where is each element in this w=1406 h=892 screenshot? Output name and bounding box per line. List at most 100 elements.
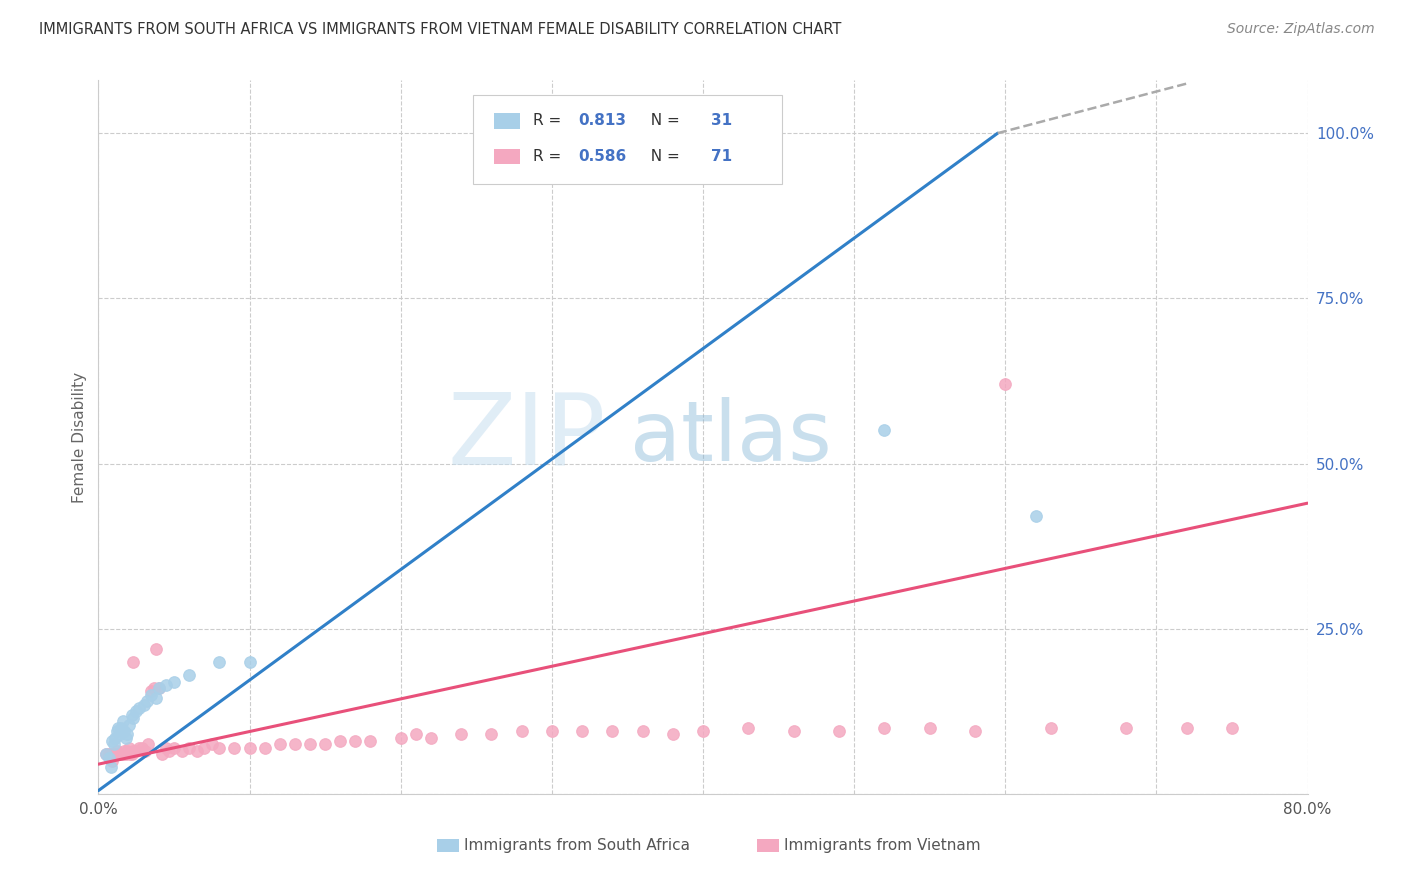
Point [389,731,412,745]
Point [873,424,896,438]
Point [208,655,231,669]
Point [481,727,503,741]
Point [873,721,896,735]
Point [125,704,148,718]
Point [239,655,262,669]
Point [122,655,145,669]
Point [420,731,443,745]
Point [105,724,128,739]
Point [145,691,167,706]
Point [150,747,173,762]
Point [121,747,143,762]
Point [571,724,593,739]
Point [121,707,143,722]
Text: IMMIGRANTS FROM SOUTH AFRICA VS IMMIGRANTS FROM VIETNAM FEMALE DISABILITY CORREL: IMMIGRANTS FROM SOUTH AFRICA VS IMMIGRAN… [39,22,842,37]
FancyBboxPatch shape [494,113,520,128]
Point [828,724,851,739]
Text: Immigrants from South Africa: Immigrants from South Africa [464,838,689,853]
Point [1220,721,1243,735]
Text: N =: N = [641,149,685,164]
FancyBboxPatch shape [474,95,782,184]
Point [208,740,231,755]
Point [145,641,167,656]
Text: Source: ZipAtlas.com: Source: ZipAtlas.com [1227,22,1375,37]
Point [1039,721,1062,735]
Point [114,731,136,745]
Text: Immigrants from Vietnam: Immigrants from Vietnam [785,838,980,853]
Point [107,721,129,735]
Point [201,737,224,751]
Point [111,714,134,729]
Point [965,724,987,739]
Point [148,681,170,695]
Point [98,747,121,762]
Point [284,737,307,751]
Point [125,744,148,758]
Point [131,740,153,755]
Point [1024,509,1046,524]
Point [314,737,336,751]
Point [115,727,138,741]
Point [135,694,157,708]
Text: ZIP: ZIP [449,389,606,485]
Point [170,744,193,758]
Point [120,747,142,762]
Point [105,744,128,758]
Point [269,737,291,751]
Point [148,681,170,695]
Point [179,668,201,682]
Point [193,740,215,755]
Text: N =: N = [641,113,685,128]
Point [101,734,124,748]
FancyBboxPatch shape [437,838,458,852]
Point [122,711,145,725]
Point [136,737,159,751]
Point [107,747,129,762]
Point [360,734,382,748]
Point [128,740,150,755]
Point [110,721,132,735]
Point [155,678,177,692]
Text: atlas: atlas [630,397,832,477]
Point [115,744,138,758]
Text: R =: R = [533,149,565,164]
Point [101,754,124,768]
Point [737,721,759,735]
Point [299,737,322,751]
Point [155,740,177,755]
Point [163,740,186,755]
Point [118,740,141,755]
Point [141,688,163,702]
FancyBboxPatch shape [494,149,520,164]
Point [159,744,181,758]
Point [104,731,127,745]
Point [602,724,624,739]
Point [329,734,352,748]
Point [141,684,163,698]
Point [104,747,127,762]
Point [122,744,145,758]
Point [661,727,683,741]
Point [540,724,562,739]
Point [112,724,135,739]
Text: 71: 71 [711,149,733,164]
Point [134,744,156,758]
Text: 31: 31 [711,113,733,128]
Point [163,674,186,689]
Point [98,750,121,764]
Point [783,724,806,739]
Point [94,747,117,762]
Point [1175,721,1198,735]
Point [994,377,1017,392]
Point [132,698,155,712]
Point [344,734,367,748]
Point [918,721,941,735]
Point [100,747,122,762]
Point [108,727,131,741]
Point [253,740,276,755]
Point [108,747,131,762]
Point [450,727,472,741]
Text: R =: R = [533,113,565,128]
Point [143,681,166,695]
Point [179,740,201,755]
